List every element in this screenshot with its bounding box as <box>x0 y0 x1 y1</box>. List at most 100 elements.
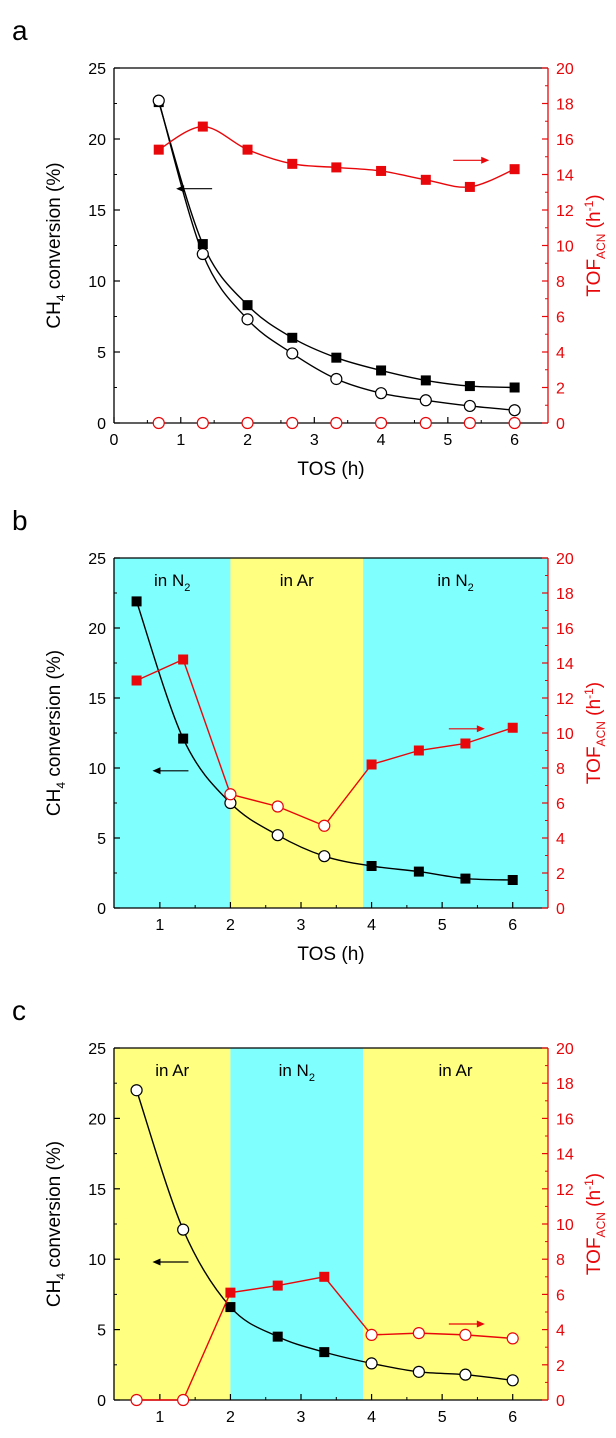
y-right-tick-label: 10 <box>556 1217 574 1234</box>
y-left-tick-label: 10 <box>88 761 106 778</box>
data-point-circle <box>318 819 331 832</box>
data-point-circle <box>412 1327 425 1340</box>
x-tick-label: 4 <box>367 917 376 934</box>
data-point-circle <box>365 1357 378 1370</box>
data-point-circle <box>330 372 343 386</box>
series-line-left <box>158 100 515 411</box>
data-point-circle <box>241 313 254 326</box>
data-point-square <box>242 300 253 311</box>
data-point-circle <box>130 1393 143 1407</box>
data-point-circle <box>419 416 432 430</box>
data-point-square <box>507 722 518 733</box>
y-right-tick-label: 0 <box>556 1393 565 1410</box>
data-point-circle <box>224 788 237 801</box>
region-label: in Ar <box>155 1061 189 1080</box>
y-right-tick-label: 14 <box>556 1147 574 1164</box>
series-line-left <box>158 101 515 389</box>
y-left-tick-label: 15 <box>88 1182 106 1199</box>
y-right-tick-label: 6 <box>556 1287 565 1304</box>
data-point-square <box>272 1331 283 1342</box>
x-tick-label: 3 <box>297 1409 306 1426</box>
y-left-tick-label: 20 <box>88 621 106 638</box>
y-axis-right-title: TOFACN (h-1) <box>582 1173 608 1275</box>
arrow-head-right <box>481 156 490 164</box>
data-point-square <box>272 1280 283 1291</box>
x-tick-label: 2 <box>226 1409 235 1426</box>
y-right-tick-label: 18 <box>556 586 574 603</box>
region-label: in N2 <box>279 1061 315 1084</box>
y-right-tick-label: 8 <box>556 1252 565 1269</box>
data-point-square <box>509 164 520 175</box>
arrow-head-left <box>152 767 161 775</box>
y-right-tick-label: 16 <box>556 621 574 638</box>
data-point-circle <box>459 1368 472 1381</box>
y-right-tick-label: 6 <box>556 310 565 327</box>
y-right-tick-label: 4 <box>556 1323 565 1340</box>
panel-label: b <box>12 505 28 536</box>
data-point-circle <box>241 416 254 430</box>
y-right-tick-label: 8 <box>556 761 565 778</box>
data-point-circle <box>318 850 331 863</box>
data-point-circle <box>177 1393 190 1407</box>
y-right-tick-label: 16 <box>556 1111 574 1128</box>
data-point-circle <box>177 1223 190 1236</box>
data-point-square <box>464 181 475 192</box>
data-point-circle <box>374 416 388 430</box>
data-point-square <box>178 733 189 744</box>
y-right-tick-label: 12 <box>556 203 574 220</box>
y-left-tick-label: 5 <box>97 1323 106 1340</box>
condition-region <box>363 558 548 908</box>
chart-panel-c: cin Ar in N2 in Ar1 2 3 4 5 6051015202502468101… <box>12 995 608 1438</box>
x-tick-label: 5 <box>443 432 452 449</box>
x-tick-label: 5 <box>438 917 447 934</box>
data-point-square <box>287 158 298 169</box>
region-label: in Ar <box>439 1061 473 1080</box>
condition-region <box>363 1048 548 1400</box>
y-left-tick-label: 0 <box>97 416 106 433</box>
data-point-square <box>376 365 387 376</box>
y-left-tick-label: 25 <box>88 551 106 568</box>
data-point-square <box>287 332 298 343</box>
data-point-circle <box>286 347 299 360</box>
y-right-tick-label: 12 <box>556 691 574 708</box>
data-point-square <box>460 738 471 749</box>
y-left-tick-label: 0 <box>97 1393 106 1410</box>
x-tick-label: 1 <box>155 1409 164 1426</box>
data-point-square <box>178 654 189 665</box>
data-point-circle <box>463 399 476 413</box>
data-point-square <box>197 121 208 132</box>
y-axis-right-title: TOFACN (h-1) <box>582 194 608 296</box>
data-point-square <box>225 1287 236 1298</box>
x-tick-label: 4 <box>377 432 386 449</box>
y-left-tick-label: 10 <box>88 274 106 291</box>
condition-region <box>230 558 364 908</box>
region-label: in N2 <box>154 571 190 594</box>
y-axis-left-title: CH4 conversion (%) <box>44 1141 68 1307</box>
y-right-tick-label: 0 <box>556 416 565 433</box>
data-point-circle <box>196 416 209 430</box>
arrow-head-right <box>476 1320 485 1328</box>
x-axis-title: TOS (h) <box>297 944 364 965</box>
data-point-circle <box>374 387 388 400</box>
x-tick-label: 1 <box>155 917 164 934</box>
data-point-square <box>331 162 342 173</box>
x-axis-title: TOS (h) <box>297 1436 364 1438</box>
y-axis-right-title: TOFACN (h-1) <box>582 682 608 784</box>
data-point-circle <box>412 1365 425 1378</box>
y-right-tick-label: 8 <box>556 274 565 291</box>
y-left-tick-label: 25 <box>88 61 106 78</box>
condition-region <box>114 1048 231 1400</box>
x-tick-label: 2 <box>226 917 235 934</box>
data-point-circle <box>365 1328 378 1341</box>
data-point-circle <box>463 416 476 430</box>
data-point-square <box>225 1302 236 1313</box>
y-right-tick-label: 10 <box>556 239 574 256</box>
y-left-tick-label: 20 <box>88 1111 106 1128</box>
y-right-tick-label: 20 <box>556 1041 574 1058</box>
y-right-tick-label: 14 <box>556 168 574 185</box>
data-point-circle <box>152 94 165 107</box>
data-point-square <box>197 239 208 250</box>
data-point-square <box>366 861 377 871</box>
panel-label: c <box>12 995 26 1026</box>
